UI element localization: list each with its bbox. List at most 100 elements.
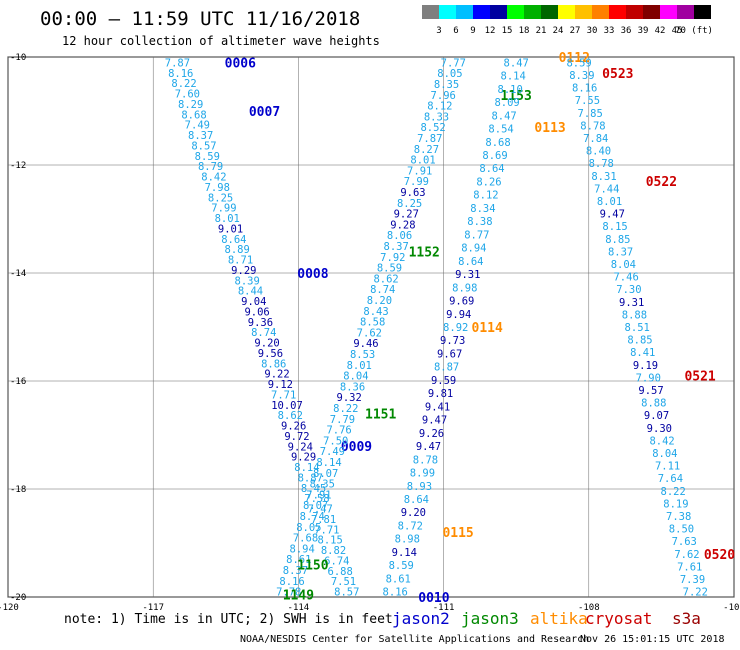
swh-value: 8.68 — [485, 137, 510, 149]
pass-time-label: 1151 — [365, 407, 396, 422]
swh-value: 9.26 — [281, 421, 306, 433]
lat-tick-label: -14 — [10, 269, 26, 279]
swh-value: 9.46 — [353, 338, 378, 350]
swh-value: 9.22 — [264, 369, 289, 381]
map-title: 00:00 – 11:59 UTC 11/16/2018 — [40, 8, 361, 30]
swh-value: 8.15 — [318, 535, 343, 547]
pass-time-label: 1152 — [409, 245, 440, 260]
swh-value: 8.85 — [627, 335, 652, 347]
swh-value: 8.64 — [479, 163, 504, 175]
legend-jason3: jason3 — [461, 609, 519, 628]
lat-tick-label: -10 — [10, 53, 26, 63]
swh-value: 7.47 — [308, 504, 333, 516]
swh-value: 9.01 — [218, 223, 243, 235]
scale-swatch — [541, 5, 558, 19]
scale-label: 33 — [603, 26, 615, 36]
pass-time-label: 0522 — [646, 175, 677, 190]
track-D: 8.598.398.167.557.858.787.848.408.788.31… — [566, 57, 735, 598]
scale-swatch — [422, 5, 439, 19]
swh-value: 8.25 — [208, 192, 233, 204]
swh-value: 8.43 — [363, 306, 388, 318]
scale-label: 36 — [620, 26, 632, 36]
swh-value: 8.58 — [360, 317, 385, 329]
swh-value: 8.39 — [235, 275, 260, 287]
swh-value: 8.40 — [586, 146, 611, 158]
track-C: 8.478.148.108.098.478.548.688.698.648.26… — [383, 51, 590, 599]
credit-text: NOAA/NESDIS Center for Satellite Applica… — [240, 634, 590, 645]
swh-value: 9.31 — [619, 297, 644, 309]
swh-value: 8.14 — [294, 462, 319, 474]
track-B: 7.778.058.357.968.128.338.527.878.278.01… — [276, 57, 532, 603]
swh-value: 8.93 — [407, 481, 432, 493]
swh-value: 9.36 — [248, 317, 273, 329]
pass-time-label: 0523 — [602, 67, 633, 82]
swh-value: 7.38 — [666, 511, 691, 523]
swh-value: 8.42 — [201, 172, 226, 184]
swh-value: 8.51 — [625, 322, 650, 334]
swh-value: 7.84 — [583, 133, 608, 145]
lon-tick-label: -114 — [288, 603, 310, 613]
swh-value: 7.44 — [594, 183, 619, 195]
swh-value: 8.04 — [611, 259, 636, 271]
pass-time-label: 0008 — [297, 267, 328, 282]
scale-label: 21 — [535, 26, 547, 36]
swh-value: 7.61 — [677, 561, 702, 573]
swh-value: 8.74 — [300, 511, 325, 523]
legend-jason2: jason2 — [392, 609, 450, 628]
swh-value: 7.71 — [314, 524, 339, 536]
swh-value: 9.04 — [241, 296, 266, 308]
swh-value: 9.12 — [268, 379, 293, 391]
swh-value: 7.22 — [683, 587, 708, 599]
swh-value: 7.71 — [271, 389, 296, 401]
swh-value: 7.49 — [185, 120, 210, 132]
swh-value: 8.29 — [178, 99, 203, 111]
swh-value: 9.57 — [638, 385, 663, 397]
swh-value: 7.98 — [205, 182, 230, 194]
swh-value: 8.88 — [641, 398, 666, 410]
swh-value: 9.81 — [428, 388, 453, 400]
pass-time-label: 0113 — [534, 121, 565, 136]
scale-swatch — [592, 5, 609, 19]
swh-value: 9.19 — [633, 360, 658, 372]
swh-value: 9.26 — [419, 428, 444, 440]
swh-value: 7.62 — [674, 549, 699, 561]
swh-value: 7.39 — [680, 574, 705, 586]
swh-value: 8.79 — [198, 161, 223, 173]
generated-timestamp: Nov 26 15:01:15 UTC 2018 — [580, 634, 725, 645]
swh-value: 9.67 — [437, 348, 462, 360]
swh-value: 8.25 — [397, 198, 422, 210]
swh-value: 9.28 — [390, 219, 415, 231]
swh-value: 9.59 — [431, 375, 456, 387]
swh-value: 8.77 — [464, 229, 489, 241]
swh-value: 8.16 — [168, 68, 193, 80]
lon-tick-label: -111 — [433, 603, 455, 613]
swh-value: 7.79 — [330, 414, 355, 426]
scale-swatch — [473, 5, 490, 19]
swh-value: 8.26 — [476, 176, 501, 188]
swh-value: 8.16 — [572, 83, 597, 95]
scale-label: 30 — [586, 26, 598, 36]
swh-value: 8.34 — [470, 203, 495, 215]
swh-value: 8.59 — [377, 263, 402, 275]
map-subtitle: 12 hour collection of altimeter wave hei… — [62, 34, 380, 48]
swh-value: 7.51 — [331, 576, 356, 588]
swh-value: 8.16 — [383, 587, 408, 599]
scale-label: 12 — [484, 26, 496, 36]
scale-swatch — [507, 5, 524, 19]
swh-value: 7.68 — [293, 533, 318, 545]
pass-time-label: 0009 — [341, 440, 372, 455]
swh-value: 8.39 — [569, 70, 594, 82]
swh-value: 9.63 — [400, 187, 425, 199]
swh-value: 7.87 — [165, 57, 190, 69]
swh-value: 8.20 — [367, 295, 392, 307]
swh-value: 8.99 — [410, 468, 435, 480]
swh-value: 8.50 — [669, 524, 694, 536]
swh-value: 9.72 — [284, 431, 309, 443]
swh-value: 7.78 — [276, 587, 301, 599]
scale-swatch — [490, 5, 507, 19]
swh-value: 8.07 — [313, 468, 338, 480]
swh-value: 9.47 — [416, 441, 441, 453]
scale-label: 42 — [654, 26, 666, 36]
